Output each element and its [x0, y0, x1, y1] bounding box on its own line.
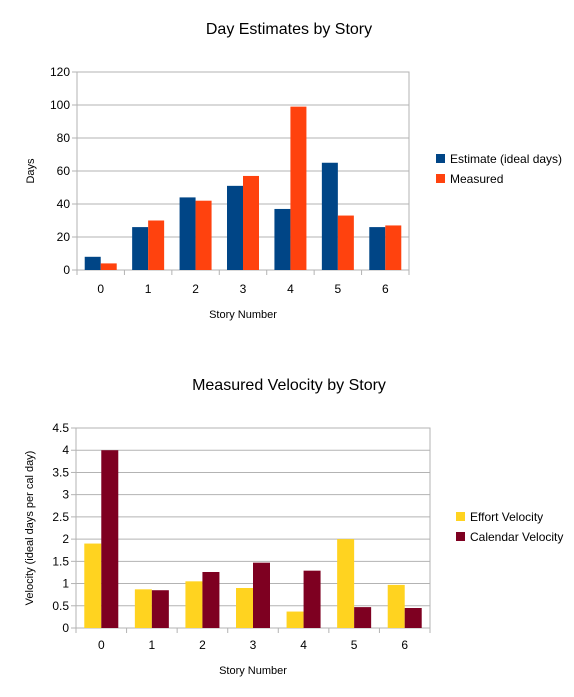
y-tick-label: 0 [63, 263, 70, 277]
x-tick-label: 4 [287, 282, 294, 296]
y-tick-label: 40 [57, 197, 71, 211]
y-tick-label: 100 [50, 98, 70, 112]
x-tick-label: 3 [240, 282, 247, 296]
y-tick-label: 1.5 [52, 554, 69, 568]
legend-swatch [456, 512, 465, 521]
bar-calendar-velocity-6 [404, 608, 422, 628]
y-tick-label: 2 [62, 532, 69, 546]
y-tick-label: 20 [57, 230, 71, 244]
bar-estimate-ideal-days-3 [227, 185, 243, 270]
measured-velocity-chart: Measured Velocity by Story 0 0.5 1 1.5 2 2.5 3 3… [24, 377, 563, 677]
x-tick-label: 1 [149, 638, 156, 652]
chart-title: Day Estimates by Story [206, 21, 372, 38]
bar-measured-3 [243, 175, 259, 270]
bar-measured-6 [385, 225, 402, 270]
bar-effort-velocity-1 [134, 589, 152, 628]
y-tick-label: 4.5 [52, 421, 69, 435]
legend-entry: Effort Velocity [470, 510, 543, 524]
y-tick-label: 1 [62, 577, 69, 591]
y-axis-label: Days [25, 158, 37, 184]
legend-swatch [436, 174, 445, 183]
bar-estimate-ideal-days-6 [369, 227, 386, 270]
y-tick-label: 80 [57, 131, 71, 145]
bar-calendar-velocity-3 [253, 562, 270, 628]
bar-effort-velocity-6 [387, 584, 405, 628]
legend-entry: Estimate (ideal days) [450, 152, 562, 166]
bar-calendar-velocity-0 [101, 450, 119, 628]
bar-calendar-velocity-5 [354, 607, 372, 628]
bar-effort-velocity-0 [84, 543, 102, 628]
x-axis-label: Story Number [219, 665, 287, 677]
bar-calendar-velocity-4 [303, 570, 321, 628]
bar-effort-velocity-4 [286, 611, 304, 628]
x-tick-label: 2 [192, 282, 199, 296]
x-tick-label: 6 [382, 282, 389, 296]
day-estimates-chart: Day Estimates by Story 0 20 40 60 80 100 120 0 1 2… [25, 21, 562, 321]
bar-effort-velocity-2 [185, 581, 203, 628]
bar-measured-5 [337, 215, 354, 270]
y-axis-label: Velocity (ideal days per cal day) [24, 451, 36, 606]
bar-estimate-ideal-days-5 [321, 162, 338, 270]
legend-entry: Calendar Velocity [470, 530, 563, 544]
x-axis-label: Story Number [209, 309, 277, 321]
x-tick-label: 2 [199, 638, 206, 652]
bar-measured-1 [148, 220, 165, 270]
y-tick-label: 3 [62, 488, 69, 502]
x-tick-label: 4 [300, 638, 307, 652]
bar-measured-0 [100, 263, 117, 270]
legend-swatch [456, 532, 465, 541]
bar-measured-4 [290, 106, 307, 271]
x-tick-label: 1 [145, 282, 152, 296]
y-tick-label: 2.5 [52, 510, 69, 524]
x-tick-label: 6 [401, 638, 408, 652]
bar-measured-2 [195, 200, 212, 270]
bar-estimate-ideal-days-0 [84, 256, 101, 270]
bar-calendar-velocity-1 [151, 590, 169, 628]
legend-entry: Measured [450, 172, 503, 186]
bar-estimate-ideal-days-2 [179, 197, 196, 270]
y-tick-label: 120 [50, 65, 70, 79]
bar-estimate-ideal-days-1 [132, 227, 149, 270]
chart-title: Measured Velocity by Story [192, 377, 386, 394]
x-tick-label: 5 [351, 638, 358, 652]
bar-effort-velocity-5 [337, 539, 355, 628]
y-tick-label: 0 [62, 621, 69, 635]
y-tick-label: 60 [57, 164, 71, 178]
x-tick-label: 0 [98, 638, 105, 652]
y-tick-label: 0.5 [52, 599, 69, 613]
y-tick-label: 4 [62, 443, 69, 457]
y-tick-label: 3.5 [52, 465, 69, 479]
bar-estimate-ideal-days-4 [274, 208, 291, 270]
bar-effort-velocity-3 [236, 588, 253, 628]
x-tick-label: 3 [250, 638, 257, 652]
x-tick-label: 0 [97, 282, 104, 296]
x-tick-label: 5 [335, 282, 342, 296]
bar-calendar-velocity-2 [202, 572, 220, 628]
legend-swatch [436, 154, 445, 163]
